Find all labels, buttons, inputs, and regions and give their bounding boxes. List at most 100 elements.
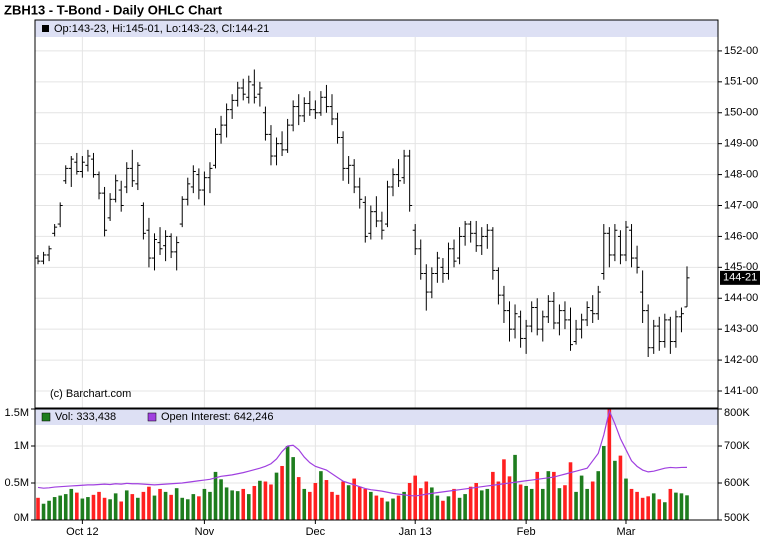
volume-bar [246,494,251,520]
y-tick-label: 1M [14,440,29,452]
volume-bar [308,491,312,520]
volume-bar [590,481,595,520]
volume-bar [407,483,412,520]
volume-bar [63,494,68,520]
volume-bar [124,490,129,520]
y-tick-label: 143-00 [724,323,758,335]
volume-bar [69,488,74,520]
volume-bar [657,499,662,520]
y-tick-label: 0.5M [5,477,29,489]
legend-swatch [41,412,51,422]
volume-bar [191,494,196,520]
volume-bar [296,477,301,520]
volume-bar [674,492,678,520]
volume-bar [413,475,417,520]
volume-bar [352,478,356,520]
y-tick-label: 144-00 [724,292,758,304]
volume-bar [685,495,689,520]
volume-bar [579,475,584,520]
volume-bar [80,498,85,520]
volume-bar [380,497,384,520]
y-tick-label: 141-00 [724,385,758,397]
volume-bar [507,476,512,520]
volume-bar [369,491,373,520]
volume-bar [324,480,329,520]
watermark: (c) Barchart.com [50,388,131,400]
volume-bar [208,491,212,520]
volume-bar [502,459,506,520]
y-tick-label: 149-00 [724,138,758,150]
x-tick-label: Dec [306,526,326,538]
volume-bar [341,481,345,520]
volume-bar [596,471,601,520]
volume-bar [374,495,379,520]
legend-text: Open Interest: 642,246 [161,411,274,423]
volume-bar [629,488,634,520]
volume-bar [446,496,451,520]
x-tick-label: Mar [617,526,636,538]
volume-bar [651,493,656,520]
y-tick-label: 1.5M [5,407,29,419]
volume-bar [52,497,57,520]
y2-tick-label: 700K [724,440,750,452]
y-tick-label: 146-00 [724,230,758,242]
volume-bar [130,494,135,520]
x-tick-label: Nov [195,526,215,538]
y2-tick-label: 500K [724,512,750,524]
volume-bar [385,501,390,520]
volume-bar [224,487,229,520]
volume-bar [346,485,351,520]
volume-bar [58,495,62,520]
volume-bar [535,471,540,520]
volume-bar [540,488,545,520]
volume-bar [441,500,445,520]
volume-bar [435,495,440,520]
x-tick-label: Feb [517,526,536,538]
volume-bar [141,491,146,520]
volume-bar [269,484,273,520]
volume-bar [513,454,517,520]
volume-bar [36,497,40,520]
y-tick-label: 150-00 [724,107,758,119]
volume-bar [180,497,185,520]
volume-bar [41,503,46,520]
volume-bar [147,486,151,520]
volume-bar [357,486,362,520]
volume-bar [613,460,617,520]
volume-bar [97,491,101,520]
volume-bar [108,499,112,520]
volume-bar [402,491,406,520]
volume-bar [313,483,318,520]
volume-bar [280,465,284,520]
volume-bar [679,493,684,520]
volume-bar [546,471,551,520]
volume-bar [197,496,201,520]
volume-bar [491,471,495,520]
volume-bar [452,488,456,520]
volume-bar [158,488,162,520]
y-tick-label: 151-00 [724,76,758,88]
volume-bar [258,480,262,520]
volume-bar [601,446,606,520]
volume-bar [424,481,429,520]
volume-bar [174,488,179,520]
volume-bar [230,490,234,520]
volume-bar [496,481,501,520]
volume-bar [479,490,484,520]
volume-bar [552,471,556,520]
volume-bar [463,494,467,520]
x-tick-label: Jan 13 [399,526,432,538]
volume-bar [646,496,650,520]
volume-bar [47,500,51,520]
y-tick-label: 148-00 [724,168,758,180]
legend-text: Vol: 333,438 [55,411,116,423]
volume-bar [252,485,257,520]
volume-bar [274,472,279,520]
volume-bar [91,494,96,520]
volume-bar [263,481,268,520]
volume-bar [468,486,473,520]
legend-band [35,409,718,425]
volume-bar [285,446,290,520]
volume-bar [241,488,246,520]
